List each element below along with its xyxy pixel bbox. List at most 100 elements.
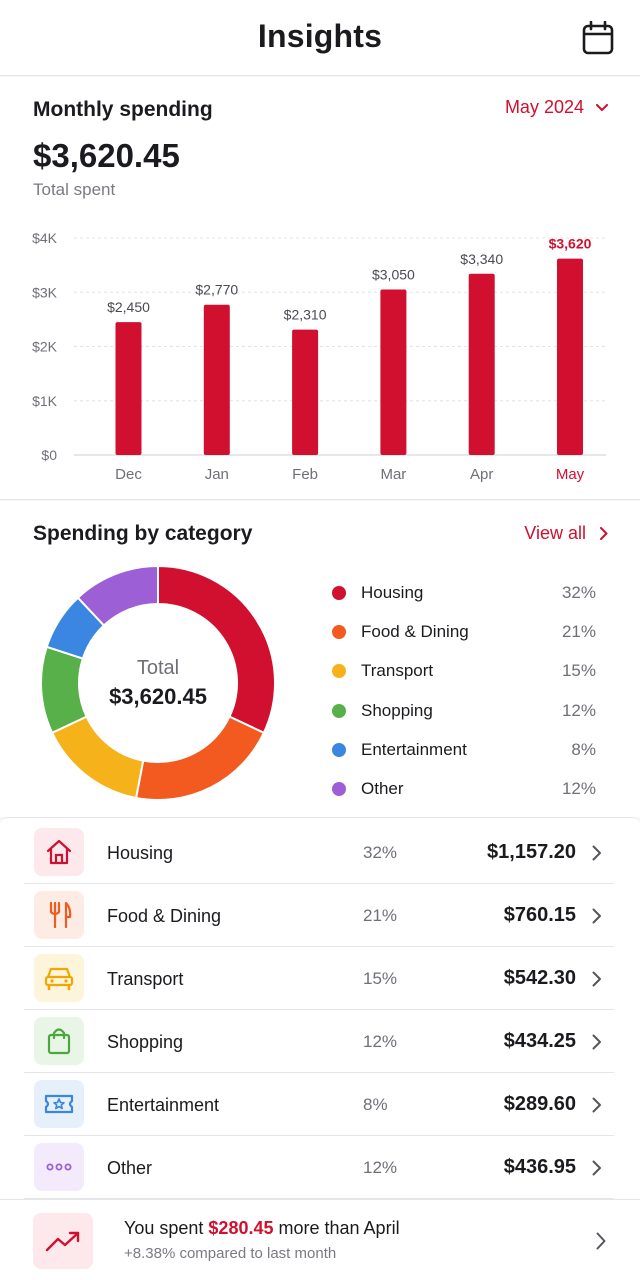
- category-amount: $760.15: [503, 904, 576, 926]
- category-amount: $1,157.20: [487, 841, 576, 863]
- category-name: Food & Dining: [107, 906, 222, 926]
- chevron-right-icon: [592, 1160, 601, 1176]
- monthly-bar-chart: $0 $1K $2K $3K $4K $2,450 Dec $2,770 Jan $2,310 Fe…: [32, 230, 606, 483]
- monthly-spending-title: Monthly spending: [33, 98, 213, 121]
- chevron-right-icon: [592, 845, 601, 861]
- legend-dot: [332, 585, 346, 600]
- legend-dot: [332, 624, 346, 639]
- legend-label: Other: [361, 779, 404, 799]
- comparison-text: You spent $280.45 more than April: [124, 1218, 400, 1239]
- legend-percent: 21%: [561, 621, 596, 641]
- category-percent: 21%: [363, 906, 398, 925]
- legend-percent: 12%: [561, 700, 596, 720]
- y-tick-label: $4K: [32, 230, 58, 246]
- chevron-right-icon: [596, 1232, 606, 1250]
- chevron-right-icon: [592, 1097, 601, 1113]
- bar-value-label: $2,450: [107, 299, 150, 315]
- legend-dot: [332, 703, 346, 718]
- donut-total-label: Total: [136, 656, 180, 679]
- trending-up-icon: [33, 1213, 93, 1269]
- chevron-right-icon: [592, 908, 601, 924]
- more-dots-icon: [34, 1143, 84, 1191]
- month-selector-label: May 2024: [504, 97, 584, 117]
- legend-percent: 15%: [561, 661, 596, 681]
- donut-total-value: $3,620.45: [109, 683, 207, 709]
- donut-center: Total $3,620.45: [40, 565, 276, 801]
- category-row-shopping[interactable]: Shopping 12% $434.25: [24, 1010, 614, 1073]
- chevron-right-icon: [592, 971, 601, 987]
- chevron-right-icon: [600, 527, 608, 540]
- fork-knife-icon: [34, 891, 84, 939]
- category-row-housing[interactable]: Housing 32% $1,157.20: [24, 821, 614, 884]
- category-card: Spending by category View all Total $3,6…: [0, 501, 640, 817]
- house-icon: [34, 828, 84, 876]
- category-name: Shopping: [107, 1032, 184, 1052]
- bar-value-label: $3,340: [460, 251, 503, 267]
- ticket-icon: [34, 1080, 84, 1128]
- chevron-right-icon: [592, 1034, 601, 1050]
- bar-dec[interactable]: [115, 322, 142, 455]
- x-tick-label: Apr: [470, 466, 493, 483]
- category-donut-chart: [40, 565, 276, 801]
- x-tick-label: Dec: [115, 466, 142, 483]
- x-tick-label: Mar: [380, 466, 406, 483]
- category-amount: $436.95: [503, 1156, 576, 1178]
- view-all-link[interactable]: View all: [524, 523, 608, 544]
- calendar-icon[interactable]: [582, 21, 614, 55]
- app-header: Insights: [0, 0, 640, 76]
- bar-apr[interactable]: [468, 273, 495, 455]
- car-icon: [34, 954, 84, 1002]
- legend-percent: 12%: [561, 779, 596, 799]
- legend-label: Entertainment: [361, 739, 467, 759]
- legend-label: Transport: [361, 661, 434, 681]
- comparison-suffix: more than April: [273, 1218, 400, 1238]
- legend-item: Entertainment 8%: [332, 730, 596, 769]
- bar-jan[interactable]: [203, 304, 230, 455]
- legend-label: Food & Dining: [361, 621, 469, 641]
- month-comparison-row[interactable]: You spent $280.45 more than April +8.38%…: [0, 1199, 640, 1280]
- chevron-down-icon: [596, 103, 608, 111]
- legend-item: Other 12%: [332, 769, 596, 808]
- legend-percent: 8%: [571, 739, 596, 759]
- bar-value-label: $2,770: [195, 282, 238, 298]
- legend-item: Transport 15%: [332, 652, 596, 691]
- y-tick-label: $2K: [32, 339, 58, 355]
- bar-may[interactable]: [557, 258, 583, 455]
- category-percent: 32%: [363, 843, 398, 862]
- legend-dot: [332, 664, 346, 679]
- category-amount: $434.25: [503, 1030, 576, 1052]
- donut-slice-other[interactable]: [76, 565, 159, 627]
- y-tick-label: $1K: [32, 393, 58, 409]
- category-list: Other 12% $436.95 Entertainment 8% $289.…: [0, 817, 640, 1280]
- legend-dot: [332, 742, 346, 757]
- category-row-food-dining[interactable]: Food & Dining 21% $760.15: [24, 884, 614, 947]
- monthly-spending-card: Monthly spending May 2024 $3,620.45 Tota…: [0, 77, 640, 500]
- category-name: Other: [107, 1158, 153, 1178]
- legend-item: Shopping 12%: [332, 691, 596, 730]
- donut-slice-housing[interactable]: [157, 565, 276, 735]
- category-row-entertainment[interactable]: Entertainment 8% $289.60: [24, 1073, 614, 1136]
- category-amount: $542.30: [503, 967, 576, 989]
- y-tick-label: $0: [41, 447, 57, 463]
- category-legend: Housing 32% Food & Dining 21% Transport …: [332, 573, 596, 809]
- category-name: Housing: [107, 843, 174, 863]
- legend-percent: 32%: [561, 582, 596, 602]
- view-all-label: View all: [524, 523, 586, 543]
- comparison-prefix: You spent: [124, 1218, 209, 1238]
- category-row-transport[interactable]: Transport 15% $542.30: [24, 947, 614, 1010]
- category-name: Transport: [107, 969, 184, 989]
- category-row-other[interactable]: Other 12% $436.95: [24, 1136, 614, 1199]
- bar-feb[interactable]: [292, 329, 319, 455]
- bar-value-label: $2,310: [284, 307, 327, 323]
- legend-label: Housing: [361, 582, 424, 602]
- category-percent: 12%: [363, 1032, 398, 1051]
- legend-item: Food & Dining 21%: [332, 612, 596, 651]
- page-title: Insights: [257, 18, 383, 54]
- legend-label: Shopping: [361, 700, 433, 720]
- comparison-amount: $280.45: [208, 1218, 274, 1238]
- bar-value-label: $3,050: [372, 267, 415, 283]
- bar-mar[interactable]: [380, 289, 407, 455]
- category-percent: 12%: [363, 1158, 398, 1177]
- category-percent: 15%: [363, 969, 398, 988]
- month-selector[interactable]: May 2024: [505, 97, 608, 118]
